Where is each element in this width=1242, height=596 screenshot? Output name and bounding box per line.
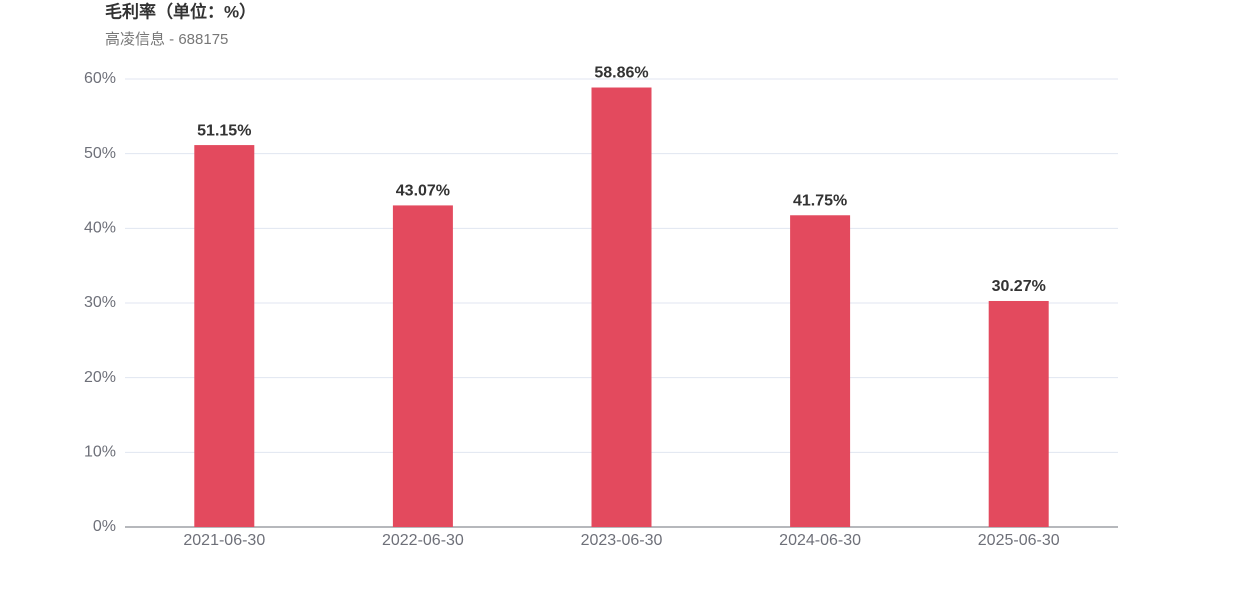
y-tick-label: 50% — [84, 145, 116, 162]
y-tick-label: 30% — [84, 294, 116, 311]
x-tick-label: 2022-06-30 — [382, 532, 464, 549]
y-tick-label: 20% — [84, 369, 116, 386]
value-label: 30.27% — [992, 278, 1046, 295]
value-label: 43.07% — [396, 183, 450, 200]
value-label: 51.15% — [197, 122, 251, 139]
x-tick-label: 2025-06-30 — [978, 532, 1060, 549]
x-tick-label: 2023-06-30 — [581, 532, 663, 549]
bar — [591, 87, 652, 528]
value-label: 58.86% — [594, 65, 648, 82]
y-tick-label: 60% — [84, 70, 116, 87]
bar — [790, 215, 851, 527]
y-tick-label: 40% — [84, 220, 116, 237]
bar — [194, 145, 255, 527]
chart-subtitle: 高凌信息 - 688175 — [105, 31, 228, 48]
x-tick-label: 2024-06-30 — [779, 532, 861, 549]
bar — [988, 300, 1049, 527]
chart-title: 毛利率（单位：%） — [105, 1, 256, 21]
y-tick-label: 0% — [93, 518, 116, 535]
value-label: 41.75% — [793, 192, 847, 209]
x-tick-label: 2021-06-30 — [183, 532, 265, 549]
y-tick-label: 10% — [84, 444, 116, 461]
bar — [392, 205, 453, 528]
